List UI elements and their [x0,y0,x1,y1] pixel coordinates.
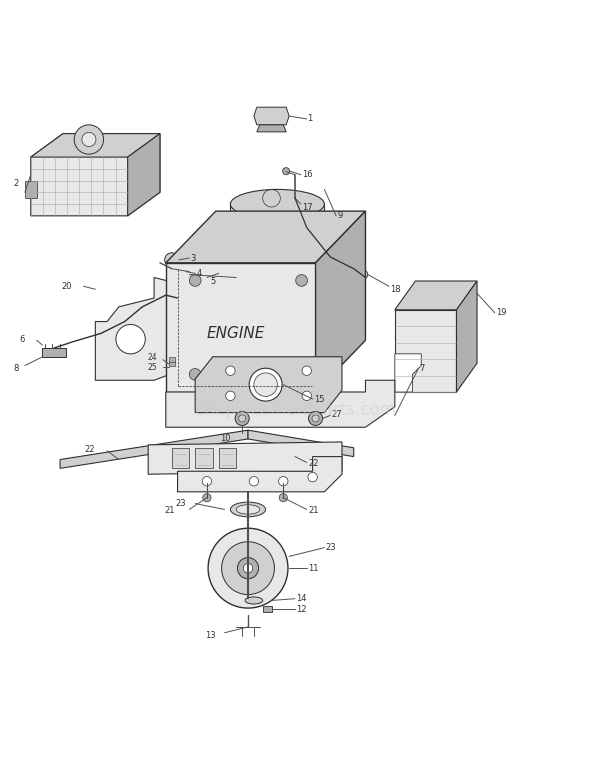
Polygon shape [148,442,342,474]
Polygon shape [195,448,213,468]
Text: 23: 23 [326,543,336,552]
Polygon shape [254,107,289,125]
Text: 24: 24 [148,354,157,362]
Polygon shape [257,125,286,132]
Circle shape [296,274,307,286]
Polygon shape [169,361,175,366]
Circle shape [283,168,290,175]
Polygon shape [231,204,324,234]
Polygon shape [166,211,365,263]
Circle shape [278,477,288,486]
Text: 4: 4 [196,269,202,278]
Ellipse shape [231,190,324,219]
Circle shape [208,528,288,608]
Circle shape [309,412,323,426]
Circle shape [226,366,235,376]
Text: 27: 27 [332,410,342,419]
Circle shape [308,473,317,482]
Text: 3: 3 [191,253,196,263]
Text: 16: 16 [302,170,313,180]
Circle shape [296,368,307,380]
Text: 19: 19 [496,308,506,318]
Text: 6: 6 [19,335,25,343]
Text: ENGINE: ENGINE [206,326,265,341]
Polygon shape [395,354,421,392]
Circle shape [222,542,274,594]
Circle shape [302,366,312,376]
Circle shape [254,373,277,397]
Text: 10: 10 [220,434,231,444]
Circle shape [226,391,235,401]
Text: 18: 18 [390,285,401,294]
Circle shape [116,325,145,354]
Polygon shape [96,278,178,380]
Polygon shape [25,180,37,198]
Circle shape [249,477,258,486]
Text: 17: 17 [302,202,313,212]
Polygon shape [316,211,365,392]
Text: 2: 2 [13,179,18,188]
Polygon shape [127,133,160,216]
Ellipse shape [245,597,263,604]
Circle shape [302,391,312,401]
Text: eReplacementParts.com: eReplacementParts.com [194,401,396,419]
Circle shape [175,267,186,277]
Circle shape [312,415,319,422]
Text: 22: 22 [308,459,319,468]
Polygon shape [166,263,316,392]
Polygon shape [395,310,457,392]
Text: 5: 5 [210,277,215,286]
Circle shape [202,477,212,486]
Ellipse shape [236,505,260,514]
Circle shape [235,412,249,426]
Text: 9: 9 [337,212,343,220]
Circle shape [165,252,179,267]
Polygon shape [395,281,477,310]
Text: 21: 21 [164,506,175,515]
Text: 14: 14 [296,594,307,603]
Text: 21: 21 [308,506,319,515]
Polygon shape [457,281,477,392]
Circle shape [74,125,104,154]
Polygon shape [31,133,160,157]
Ellipse shape [231,502,266,517]
Circle shape [243,564,253,573]
Ellipse shape [231,219,324,248]
Polygon shape [178,456,342,492]
Text: 13: 13 [205,631,216,641]
Polygon shape [42,348,66,357]
Circle shape [249,368,282,401]
Text: 7: 7 [419,364,425,373]
Polygon shape [169,358,175,362]
Circle shape [189,368,201,380]
Circle shape [359,270,368,278]
Polygon shape [166,380,395,427]
Text: 8: 8 [14,364,19,373]
Polygon shape [31,133,160,216]
Polygon shape [172,448,189,468]
Circle shape [237,557,258,579]
Text: 11: 11 [308,564,319,572]
Circle shape [279,494,287,502]
Polygon shape [195,357,342,412]
Text: 12: 12 [296,604,307,614]
Text: 25: 25 [148,363,157,372]
Polygon shape [219,448,236,468]
Polygon shape [60,430,248,468]
Circle shape [189,274,201,286]
Text: 22: 22 [85,445,96,454]
Circle shape [238,415,245,422]
Circle shape [82,132,96,147]
Polygon shape [248,430,354,456]
Circle shape [203,494,211,502]
Text: 20: 20 [61,281,72,291]
Polygon shape [263,606,271,612]
Text: 23: 23 [175,499,186,508]
Text: 1: 1 [307,114,312,123]
Text: 15: 15 [314,394,324,404]
